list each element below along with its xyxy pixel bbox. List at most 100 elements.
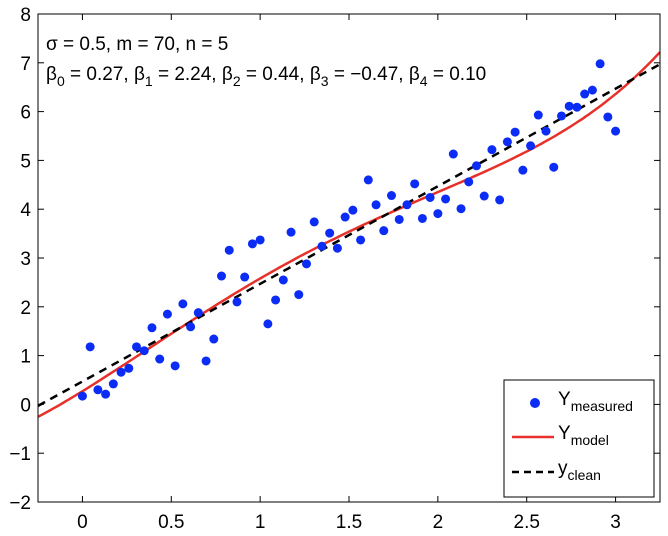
legend-label-clean: yclean	[558, 458, 601, 483]
measured-point	[101, 389, 111, 399]
measured-point	[471, 161, 481, 171]
legend-label-model: Ymodel	[558, 423, 609, 448]
y-tick-label: −2	[9, 493, 31, 514]
measured-point	[93, 385, 103, 395]
measured-point	[186, 322, 196, 332]
plot-area-frame	[37, 13, 661, 503]
measured-point	[178, 299, 188, 309]
measured-point	[549, 162, 559, 172]
measured-point	[611, 126, 621, 136]
measured-point	[580, 89, 590, 99]
annotation-params: σ = 0.5, m = 70, n = 5	[46, 34, 228, 55]
measured-point	[255, 235, 265, 245]
measured-point	[170, 361, 180, 371]
measured-point	[278, 275, 288, 285]
clean-line-group	[37, 63, 661, 407]
x-tick-label: 2.5	[514, 512, 540, 533]
measured-point	[294, 290, 304, 300]
measured-point	[456, 204, 466, 214]
measured-point	[217, 271, 227, 281]
measured-point	[116, 367, 126, 377]
measured-point	[286, 227, 296, 237]
measured-point	[402, 200, 412, 210]
measured-point	[356, 235, 366, 245]
measured-point	[441, 194, 451, 204]
measured-point	[379, 226, 389, 236]
measured-point	[232, 297, 242, 307]
measured-point	[247, 239, 257, 249]
measured-point	[410, 179, 420, 189]
measured-point	[271, 295, 281, 305]
y-tick-label: 3	[20, 249, 31, 270]
measured-point	[425, 192, 435, 202]
measured-point	[147, 323, 157, 333]
legend-label-measured: Ymeasured	[558, 389, 633, 414]
measured-point	[363, 175, 373, 185]
measured-point	[479, 191, 489, 201]
x-tick-label: 0.5	[158, 512, 184, 533]
measured-point	[603, 112, 613, 122]
measured-point	[386, 191, 396, 201]
measured-point	[541, 126, 551, 136]
x-tick-label: 2	[433, 512, 444, 533]
measured-point	[417, 213, 427, 223]
measured-point	[209, 334, 219, 344]
measured-point	[155, 354, 165, 364]
measured-point	[162, 309, 172, 319]
measured-point	[85, 342, 95, 352]
measured-point	[309, 217, 319, 227]
measured-point	[587, 85, 597, 95]
y-tick-label: 0	[20, 395, 31, 416]
y-tick-label: 8	[20, 5, 31, 26]
clean-line	[37, 63, 661, 407]
measured-point	[556, 111, 566, 121]
measured-point	[332, 243, 342, 253]
measured-point	[263, 319, 273, 329]
legend-marker-measured	[530, 398, 540, 408]
measured-point	[518, 165, 528, 175]
measured-point	[325, 228, 335, 238]
y-tick-label: 1	[20, 347, 31, 368]
legend-box	[503, 379, 655, 498]
x-tick-label: 1	[255, 512, 266, 533]
measured-point	[340, 212, 350, 222]
measured-point	[433, 209, 443, 219]
measured-point	[394, 214, 404, 224]
measured-point	[564, 101, 574, 111]
x-tick-label: 3	[610, 512, 621, 533]
measured-point	[448, 149, 458, 159]
measured-point	[371, 200, 381, 210]
y-tick-label: 6	[20, 103, 31, 124]
x-tick-label: 1.5	[336, 512, 362, 533]
axis-ticks: 0 0.5 1 1.5 2 2.5 3 −2 −1 0 1 2 3 4 5 6 7 8	[9, 5, 660, 533]
y-tick-label: 7	[20, 54, 31, 75]
annotation-coefficients: β0 = 0.27, β1 = 2.24, β2 = 0.44, β3 = −0…	[46, 64, 486, 89]
measured-point	[201, 356, 211, 366]
measured-point	[510, 127, 520, 137]
measured-points	[77, 59, 621, 401]
measured-point	[502, 137, 512, 147]
measured-point	[240, 272, 250, 282]
measured-point	[487, 145, 497, 155]
measured-point	[533, 110, 543, 120]
measured-point	[124, 363, 134, 373]
measured-point	[495, 195, 505, 205]
measured-point	[77, 391, 87, 401]
measured-point	[139, 346, 149, 356]
measured-point	[302, 259, 312, 269]
y-tick-label: 5	[20, 151, 31, 172]
measured-point	[526, 141, 536, 151]
measured-point	[224, 245, 234, 255]
y-tick-label: 2	[20, 298, 31, 319]
measured-point	[464, 177, 474, 187]
y-tick-label: 4	[20, 200, 31, 221]
measured-point	[317, 241, 327, 251]
measured-point	[595, 59, 605, 69]
legend: Ymeasured Ymodel yclean	[503, 379, 655, 498]
measured-point	[348, 205, 358, 215]
measured-point	[572, 102, 582, 112]
measured-point	[132, 342, 142, 352]
x-tick-label: 0	[77, 512, 88, 533]
measured-point	[193, 308, 203, 318]
